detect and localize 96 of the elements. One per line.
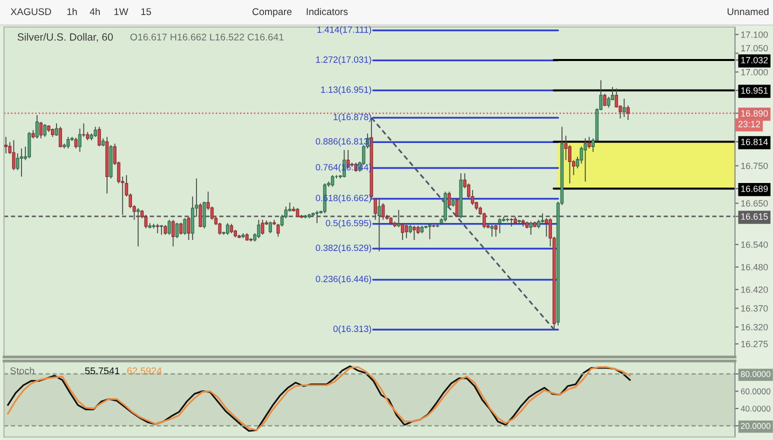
y-tick-label: 17.100: [741, 31, 768, 38]
candlestick: [226, 222, 230, 236]
candlestick: [35, 114, 39, 139]
y-tick-label: 16.650: [741, 200, 768, 207]
text: Indicators: [306, 8, 348, 16]
y-tick-label: 16.689: [741, 186, 768, 192]
y-tick-label: 17.050: [741, 45, 768, 52]
text: 1W: [114, 8, 128, 16]
candlestick: [455, 198, 459, 218]
candlestick: [448, 191, 451, 208]
y-tick-label: 16.951: [741, 87, 768, 94]
text: XAGUSD: [10, 8, 52, 16]
y-tick-label: 16.814: [741, 138, 768, 146]
candlestick: [580, 146, 584, 164]
candlestick: [164, 224, 167, 236]
y-tick-label: 16.480: [741, 264, 768, 270]
candlestick: [626, 104, 630, 120]
ref-line-label: 0.382(16.529): [316, 244, 372, 253]
candlestick: [614, 88, 618, 108]
ref-line-label: 1.272(17.031): [316, 56, 372, 65]
candlestick: [606, 96, 610, 108]
candlestick: [179, 222, 183, 236]
y-tick-label: 16.890: [741, 110, 768, 117]
annotation: 62.5924: [127, 367, 162, 374]
candlestick: [490, 224, 494, 238]
y-tick-label: 16.750: [741, 162, 768, 170]
candlestick: [175, 222, 179, 239]
candlestick: [378, 198, 381, 252]
candlestick: [156, 223, 160, 234]
y-tick-label: 16.370: [741, 305, 768, 312]
candlestick: [183, 218, 186, 236]
y-tick-label: 16.420: [741, 286, 768, 293]
candlestick: [268, 221, 272, 234]
text: 1h: [67, 8, 77, 16]
candlestick: [43, 124, 46, 138]
candlestick: [404, 224, 408, 239]
y-tick-label: 16.615: [741, 213, 768, 220]
candlestick: [622, 98, 626, 118]
ref-line-label: 1.13(16.951): [321, 86, 372, 95]
ref-line-label: 1.414(17.111): [318, 26, 372, 35]
candlestick: [498, 218, 502, 234]
candlestick: [58, 126, 62, 148]
candlestick: [82, 122, 86, 138]
candlestick: [168, 219, 171, 236]
y-tick-label: 60.0000: [740, 388, 770, 394]
text: 4h: [90, 8, 100, 16]
candlestick: [39, 121, 43, 139]
candlestick: [160, 224, 164, 236]
candlestick: [187, 216, 190, 240]
candlestick: [74, 137, 78, 149]
candlestick: [28, 132, 31, 159]
candlestick: [172, 219, 175, 247]
candlestick: [510, 218, 514, 227]
y-tick-label: 80.0000: [740, 371, 770, 378]
candlestick: [584, 138, 587, 182]
candlestick: [603, 93, 606, 107]
ref-line-label: 0.236(16.446): [316, 276, 372, 284]
ref-line-label: 0.5(16.595): [326, 220, 372, 228]
candlestick: [144, 214, 148, 229]
candlestick: [428, 223, 432, 240]
candlestick: [210, 206, 214, 220]
annotation: O16.617 H16.662 L16.522 C16.641: [130, 34, 284, 40]
y-tick-label: 16.320: [741, 324, 768, 330]
ref-line-label: 0(16.313): [333, 325, 372, 334]
text: Silver/U.S. Dollar, 60: [18, 33, 113, 42]
candlestick: [540, 212, 544, 224]
candlestick: [98, 126, 101, 147]
y-tick-label: 40.0000: [740, 406, 770, 412]
candlestick: [260, 219, 264, 236]
y-tick-label: 17.032: [741, 56, 768, 64]
y-tick-label: 16.540: [741, 241, 768, 248]
candlestick: [66, 136, 70, 149]
annotation: 23:12: [738, 120, 760, 128]
candlestick: [400, 222, 404, 240]
text: 15: [141, 8, 151, 16]
y-tick-label: 16.275: [741, 340, 768, 348]
candlestick: [12, 140, 16, 171]
text: Unnamed: [728, 8, 768, 16]
candlestick: [257, 219, 260, 239]
y-tick-label: 17.000: [741, 68, 768, 76]
ref-line-label: 1(16.878): [334, 114, 372, 122]
candlestick: [94, 126, 98, 138]
y-tick-label: 20.0000: [740, 422, 770, 429]
candlestick: [494, 224, 498, 238]
candlestick: [544, 218, 548, 238]
candlestick: [54, 122, 58, 136]
text: Compare: [252, 8, 292, 18]
candlestick: [529, 221, 532, 236]
candlestick: [16, 152, 20, 171]
candlestick: [230, 223, 234, 234]
candlestick: [136, 208, 140, 247]
candlestick: [564, 135, 568, 161]
annotation: Stoch: [10, 367, 34, 374]
candlestick: [412, 225, 416, 240]
candlestick: [381, 202, 385, 220]
annotation: 55.7541: [85, 367, 120, 374]
